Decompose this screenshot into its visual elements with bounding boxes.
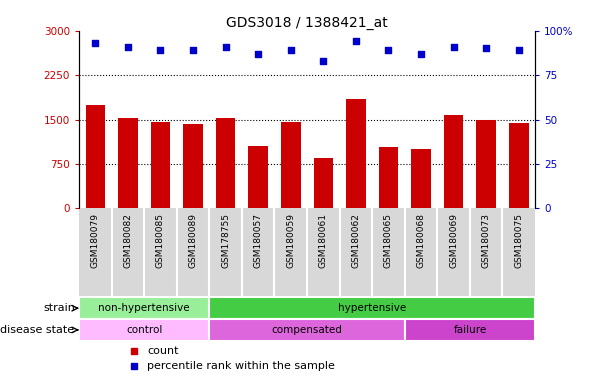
Point (482, 45, 491, 51)
Text: GSM180065: GSM180065 (384, 213, 393, 268)
Bar (411, 149, 431, 209)
Bar (477, 120, 496, 209)
Text: GSM178755: GSM178755 (221, 213, 230, 268)
Bar (281, 122, 300, 209)
Bar (216, 118, 235, 209)
Bar (314, 158, 333, 209)
Point (286, 47, 295, 53)
Bar (118, 118, 137, 209)
Point (416, 51, 426, 57)
Bar (209, 319, 405, 341)
Point (123, 44, 133, 50)
Text: count: count (147, 346, 179, 356)
Text: GSM180059: GSM180059 (286, 213, 295, 268)
Bar (379, 147, 398, 209)
Text: control: control (126, 325, 162, 335)
Text: hypertensive: hypertensive (338, 303, 406, 313)
Text: GSM180079: GSM180079 (91, 213, 100, 268)
Bar (151, 122, 170, 209)
Text: GSM180068: GSM180068 (416, 213, 426, 268)
Bar (183, 124, 203, 209)
Point (351, 38, 361, 45)
Text: GSM180061: GSM180061 (319, 213, 328, 268)
Point (221, 44, 230, 50)
Text: GSM180073: GSM180073 (482, 213, 491, 268)
Text: disease state: disease state (0, 325, 74, 335)
Text: compensated: compensated (272, 325, 342, 335)
Point (188, 47, 198, 53)
Bar (79, 319, 209, 341)
Point (384, 47, 393, 53)
Title: GDS3018 / 1388421_at: GDS3018 / 1388421_at (226, 16, 388, 30)
Text: strain: strain (44, 303, 76, 313)
Point (319, 58, 328, 64)
Text: failure: failure (454, 325, 486, 335)
Text: GSM180057: GSM180057 (254, 213, 263, 268)
Text: non-hypertensive: non-hypertensive (98, 303, 190, 313)
Text: GSM180062: GSM180062 (351, 213, 361, 268)
Point (156, 47, 165, 53)
Bar (86, 105, 105, 209)
Bar (444, 115, 463, 209)
Text: GSM180089: GSM180089 (188, 213, 198, 268)
Text: GSM180082: GSM180082 (123, 213, 133, 268)
Text: GSM180075: GSM180075 (514, 213, 523, 268)
Text: GSM180069: GSM180069 (449, 213, 458, 268)
Bar (405, 319, 535, 341)
Bar (209, 297, 535, 319)
Text: GSM180085: GSM180085 (156, 213, 165, 268)
Bar (346, 99, 365, 209)
Point (514, 47, 523, 53)
Bar (509, 123, 528, 209)
Text: percentile rank within the sample: percentile rank within the sample (147, 361, 336, 371)
Point (449, 44, 458, 50)
Point (91, 40, 100, 46)
Bar (249, 146, 268, 209)
Bar (79, 297, 209, 319)
Point (254, 51, 263, 57)
